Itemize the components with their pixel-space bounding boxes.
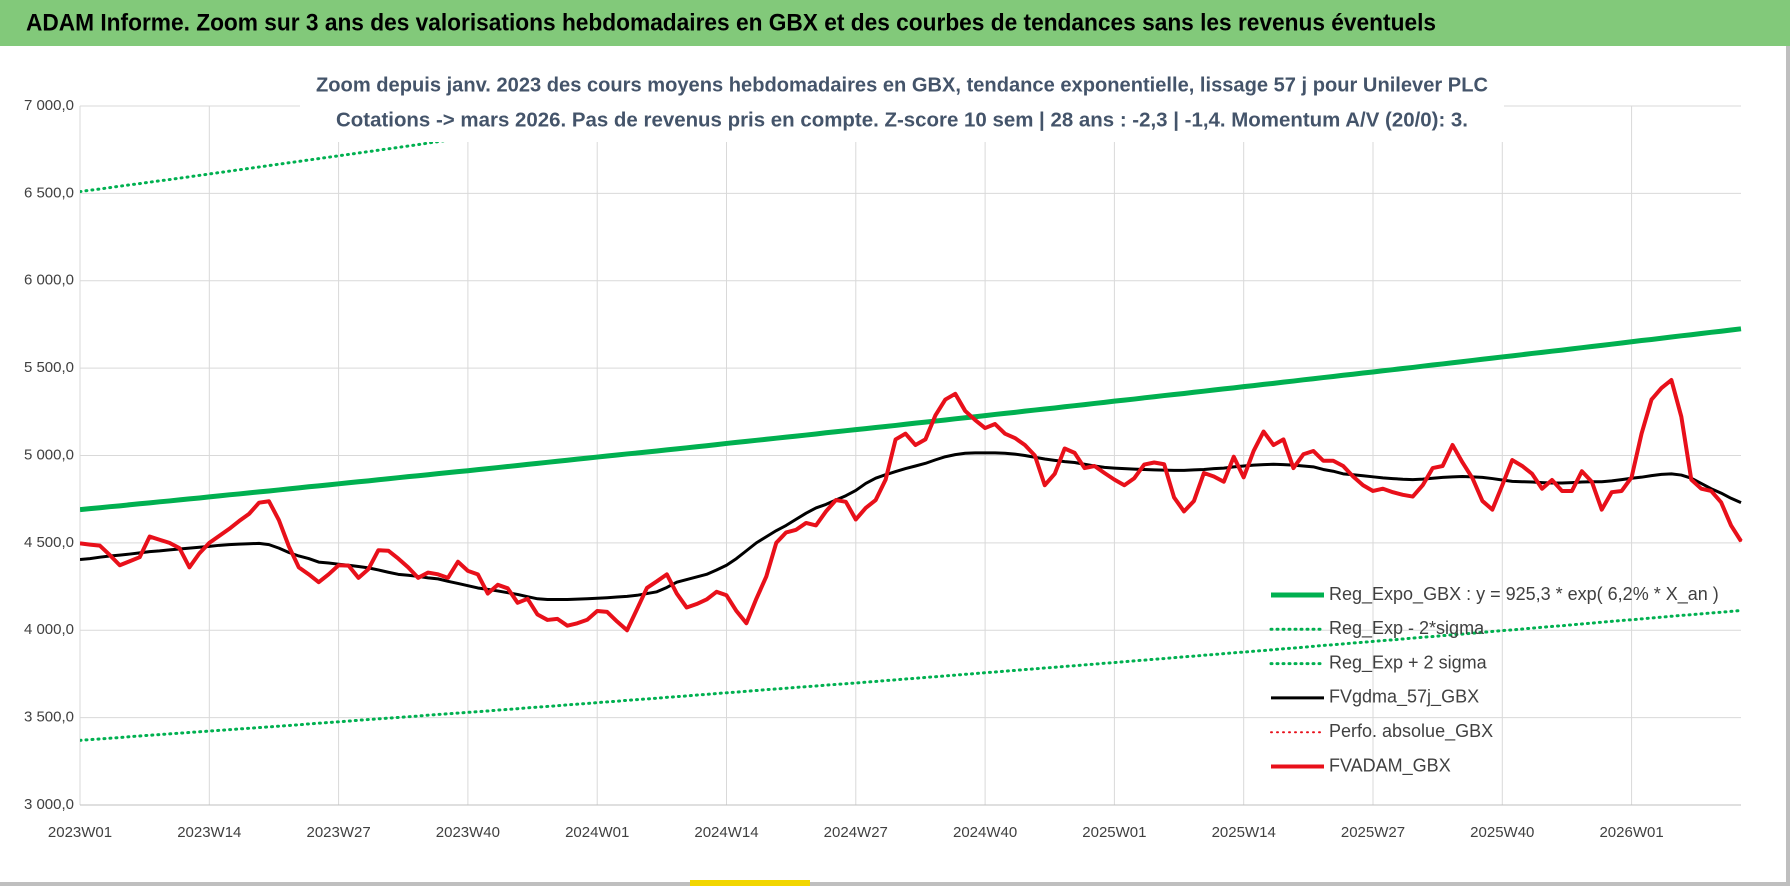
- y-tick-label: 4 500,0: [24, 534, 74, 551]
- bottom-mark: [690, 880, 810, 886]
- y-tick-label: 6 500,0: [24, 184, 74, 201]
- legend-label: FVADAM_GBX: [1329, 755, 1451, 776]
- y-tick-label: 5 000,0: [24, 446, 74, 463]
- plot: [80, 104, 1743, 742]
- x-tick-label: 2023W27: [306, 824, 370, 841]
- x-tick-label: 2024W27: [824, 824, 888, 841]
- x-tick-label: 2024W40: [953, 824, 1017, 841]
- right-border: [1786, 46, 1790, 886]
- legend-label: FVgdma_57j_GBX: [1329, 687, 1479, 708]
- series-line: [80, 451, 1742, 601]
- subtitle-box: [300, 70, 1504, 142]
- x-tick-label: 2023W14: [177, 824, 241, 841]
- x-tick-label: 2026W01: [1599, 824, 1663, 841]
- legend-label: Reg_Exp - 2*sigma: [1329, 618, 1485, 639]
- x-tick-label: 2024W14: [694, 824, 758, 841]
- chart-subtitle: Zoom depuis janv. 2023 des cours moyens …: [316, 74, 1488, 96]
- y-tick-label: 3 000,0: [24, 796, 74, 813]
- y-tick-label: 6 000,0: [24, 272, 74, 289]
- legend-label: Perfo. absolue_GBX: [1329, 721, 1493, 742]
- x-tick-label: 2023W01: [48, 824, 112, 841]
- y-tick-label: 7 000,0: [24, 97, 74, 114]
- bottom-border: [0, 882, 1790, 886]
- x-tick-label: 2023W40: [436, 824, 500, 841]
- x-tick-label: 2024W01: [565, 824, 629, 841]
- header-bar: [0, 0, 1790, 46]
- series-line: [80, 326, 1742, 513]
- x-tick-label: 2025W01: [1082, 824, 1146, 841]
- chart-subtitle: Cotations -> mars 2026. Pas de revenus p…: [336, 109, 1468, 131]
- y-tick-label: 3 500,0: [24, 709, 74, 726]
- legend-label: Reg_Expo_GBX : y = 925,3 * exp( 6,2% * X…: [1329, 584, 1719, 605]
- x-tick-label: 2025W27: [1341, 824, 1405, 841]
- x-tick-label: 2025W40: [1470, 824, 1534, 841]
- y-tick-label: 4 000,0: [24, 621, 74, 638]
- legend-label: Reg_Exp + 2 sigma: [1329, 652, 1488, 673]
- x-tick-label: 2025W14: [1212, 824, 1276, 841]
- grid: [79, 105, 1741, 806]
- series-line: [80, 609, 1743, 742]
- series-line: [80, 378, 1743, 633]
- y-tick-label: 5 500,0: [24, 359, 74, 376]
- legend: Reg_Expo_GBX : y = 925,3 * exp( 6,2% * X…: [1269, 584, 1719, 776]
- page-title: ADAM Informe. Zoom sur 3 ans des valoris…: [26, 9, 1436, 36]
- axes: 3 000,0 3 500,0 4 000,0 4 500,0 5 000,0 5 500…: [24, 97, 1741, 841]
